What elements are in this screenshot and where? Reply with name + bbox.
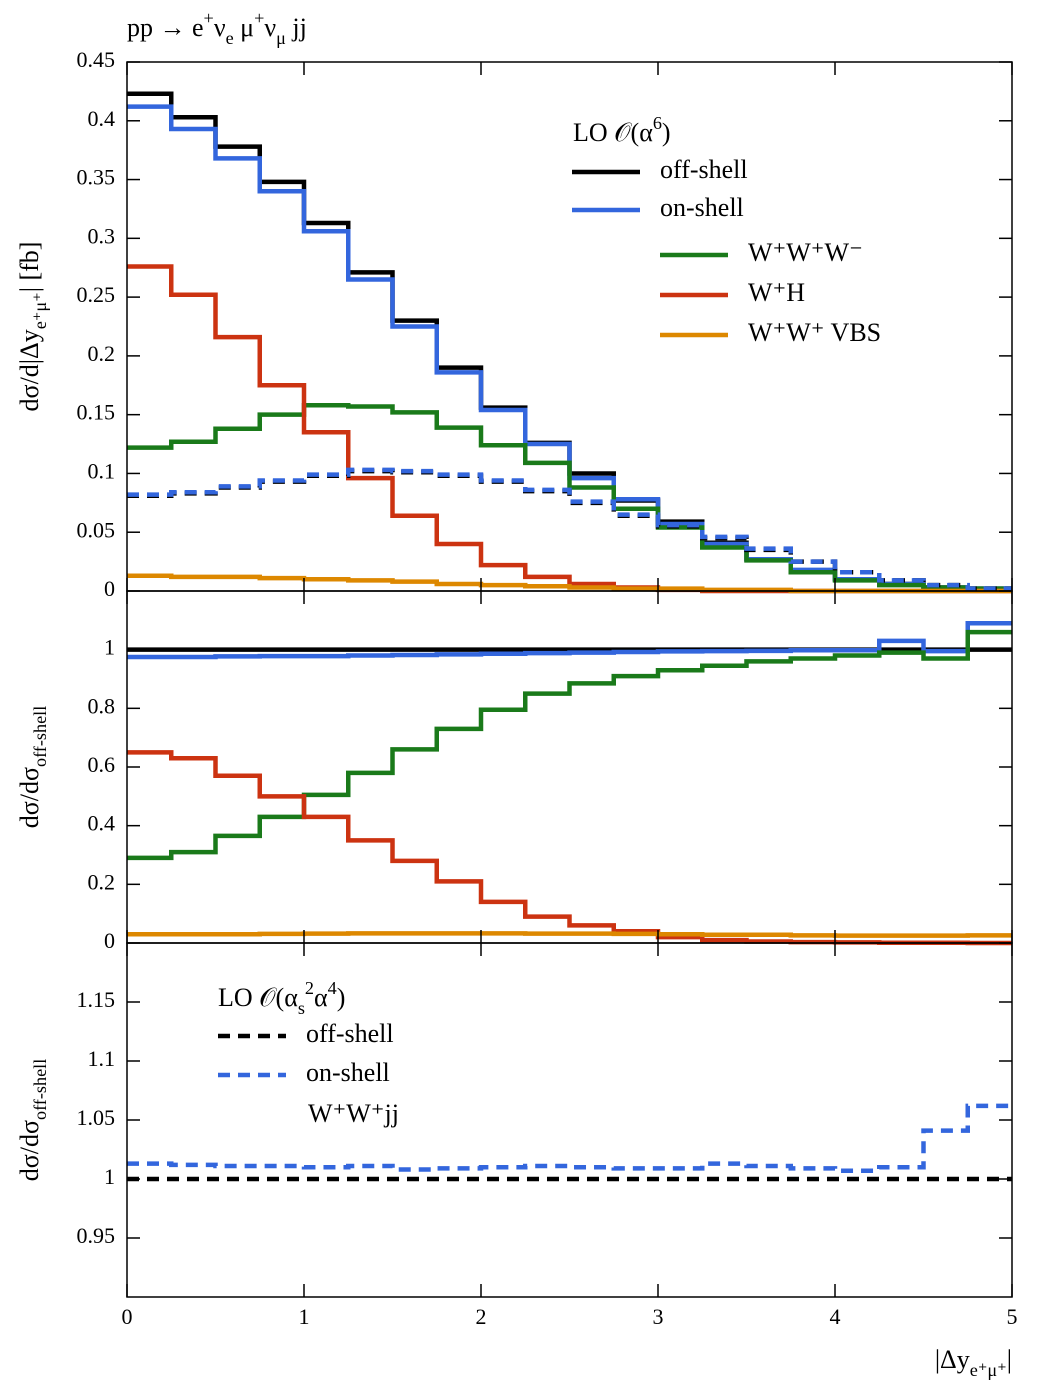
y-tick-label: 0.4 bbox=[88, 811, 116, 836]
text-part: ) bbox=[337, 983, 346, 1012]
y-tick-label: 1 bbox=[104, 1164, 115, 1189]
y-tick-label: 0.95 bbox=[77, 1223, 116, 1248]
text-part: μ bbox=[234, 13, 254, 42]
text-part: + bbox=[254, 8, 264, 28]
text-part: | bbox=[1007, 1345, 1012, 1374]
y-axis-label: dσ/dσoff-shell bbox=[15, 706, 50, 829]
text-part: dσ/d|Δy bbox=[15, 329, 44, 411]
y-tick-label: 0.2 bbox=[88, 869, 116, 894]
text-part: jj bbox=[286, 13, 307, 42]
y-tick-label: 1.05 bbox=[77, 1105, 116, 1130]
text-part: ν bbox=[264, 13, 276, 42]
legend-label: off-shell bbox=[306, 1019, 394, 1048]
text-part: off-shell bbox=[30, 1059, 50, 1120]
y-tick-label: 0.15 bbox=[77, 400, 116, 425]
text-part: |Δy bbox=[935, 1345, 970, 1374]
y-axis-label: dσ/dσoff-shell bbox=[15, 1059, 50, 1182]
y-tick-label: 0.35 bbox=[77, 165, 116, 190]
y-tick-label: 0 bbox=[104, 576, 115, 601]
process-label: W⁺W⁺jj bbox=[308, 1099, 399, 1128]
text-part: 6 bbox=[653, 113, 662, 133]
x-axis-label: |Δye⁺μ⁺| bbox=[935, 1345, 1012, 1380]
legend-title: LO 𝒪(α6) bbox=[573, 113, 671, 147]
x-tick-label: 1 bbox=[299, 1304, 310, 1329]
text-part: | [fb] bbox=[15, 242, 44, 293]
text-part: e⁺μ⁺ bbox=[970, 1360, 1007, 1380]
step-line bbox=[127, 467, 1012, 591]
step-line bbox=[127, 931, 1012, 938]
text-part: pp → e bbox=[127, 13, 204, 42]
y-tick-label: 1 bbox=[104, 635, 115, 660]
text-part: μ bbox=[276, 28, 286, 48]
x-tick-label: 0 bbox=[122, 1304, 133, 1329]
text-part: off-shell bbox=[30, 706, 50, 767]
x-tick-label: 3 bbox=[653, 1304, 664, 1329]
text-part: dσ/dσ bbox=[15, 767, 44, 828]
y-tick-label: 0.25 bbox=[77, 282, 116, 307]
step-line bbox=[127, 1103, 1012, 1173]
legend-title: LO 𝒪(αs2α4) bbox=[218, 978, 345, 1018]
y-tick-label: 0.45 bbox=[77, 47, 116, 72]
text-part: ) bbox=[662, 118, 671, 147]
step-line bbox=[127, 750, 1012, 946]
step-line bbox=[127, 621, 1012, 660]
y-tick-label: 0.1 bbox=[88, 458, 116, 483]
text-part: + bbox=[204, 8, 214, 28]
text-part: LO 𝒪(α bbox=[573, 118, 653, 147]
y-axis-label: dσ/d|Δye⁺μ⁺| [fb] bbox=[15, 242, 50, 412]
text-part: α bbox=[314, 983, 328, 1012]
y-tick-label: 0.4 bbox=[88, 106, 116, 131]
y-tick-label: 0 bbox=[104, 928, 115, 953]
legend-label: on-shell bbox=[306, 1058, 390, 1087]
x-tick-label: 2 bbox=[476, 1304, 487, 1329]
y-tick-label: 0.2 bbox=[88, 341, 116, 366]
text-part: ν bbox=[214, 13, 226, 42]
step-line bbox=[127, 629, 1012, 861]
legend-label: W⁺W⁺W⁻ bbox=[748, 238, 863, 267]
text-part: 2 bbox=[305, 978, 314, 998]
text-part: 4 bbox=[328, 978, 337, 998]
y-tick-label: 1.1 bbox=[88, 1046, 116, 1071]
text-part: LO 𝒪(α bbox=[218, 983, 298, 1012]
legend-label: on-shell bbox=[660, 193, 744, 222]
legend-label: W⁺W⁺ VBS bbox=[748, 318, 881, 347]
y-tick-label: 0.8 bbox=[88, 693, 116, 718]
legend-label: off-shell bbox=[660, 155, 748, 184]
y-tick-label: 0.05 bbox=[77, 517, 116, 542]
text-part: dσ/dσ bbox=[15, 1120, 44, 1181]
y-tick-label: 1.15 bbox=[77, 987, 116, 1012]
legend-label: W⁺H bbox=[748, 278, 805, 307]
text-part: e⁺μ⁺ bbox=[30, 292, 50, 329]
y-tick-label: 0.6 bbox=[88, 752, 116, 777]
chart-title: pp → e+νe μ+νμ jj bbox=[127, 8, 307, 48]
y-tick-label: 0.3 bbox=[88, 223, 116, 248]
text-part: e bbox=[226, 28, 234, 48]
x-tick-label: 5 bbox=[1007, 1304, 1018, 1329]
x-tick-label: 4 bbox=[830, 1304, 841, 1329]
step-line bbox=[127, 403, 1012, 591]
text-part: s bbox=[298, 998, 305, 1018]
